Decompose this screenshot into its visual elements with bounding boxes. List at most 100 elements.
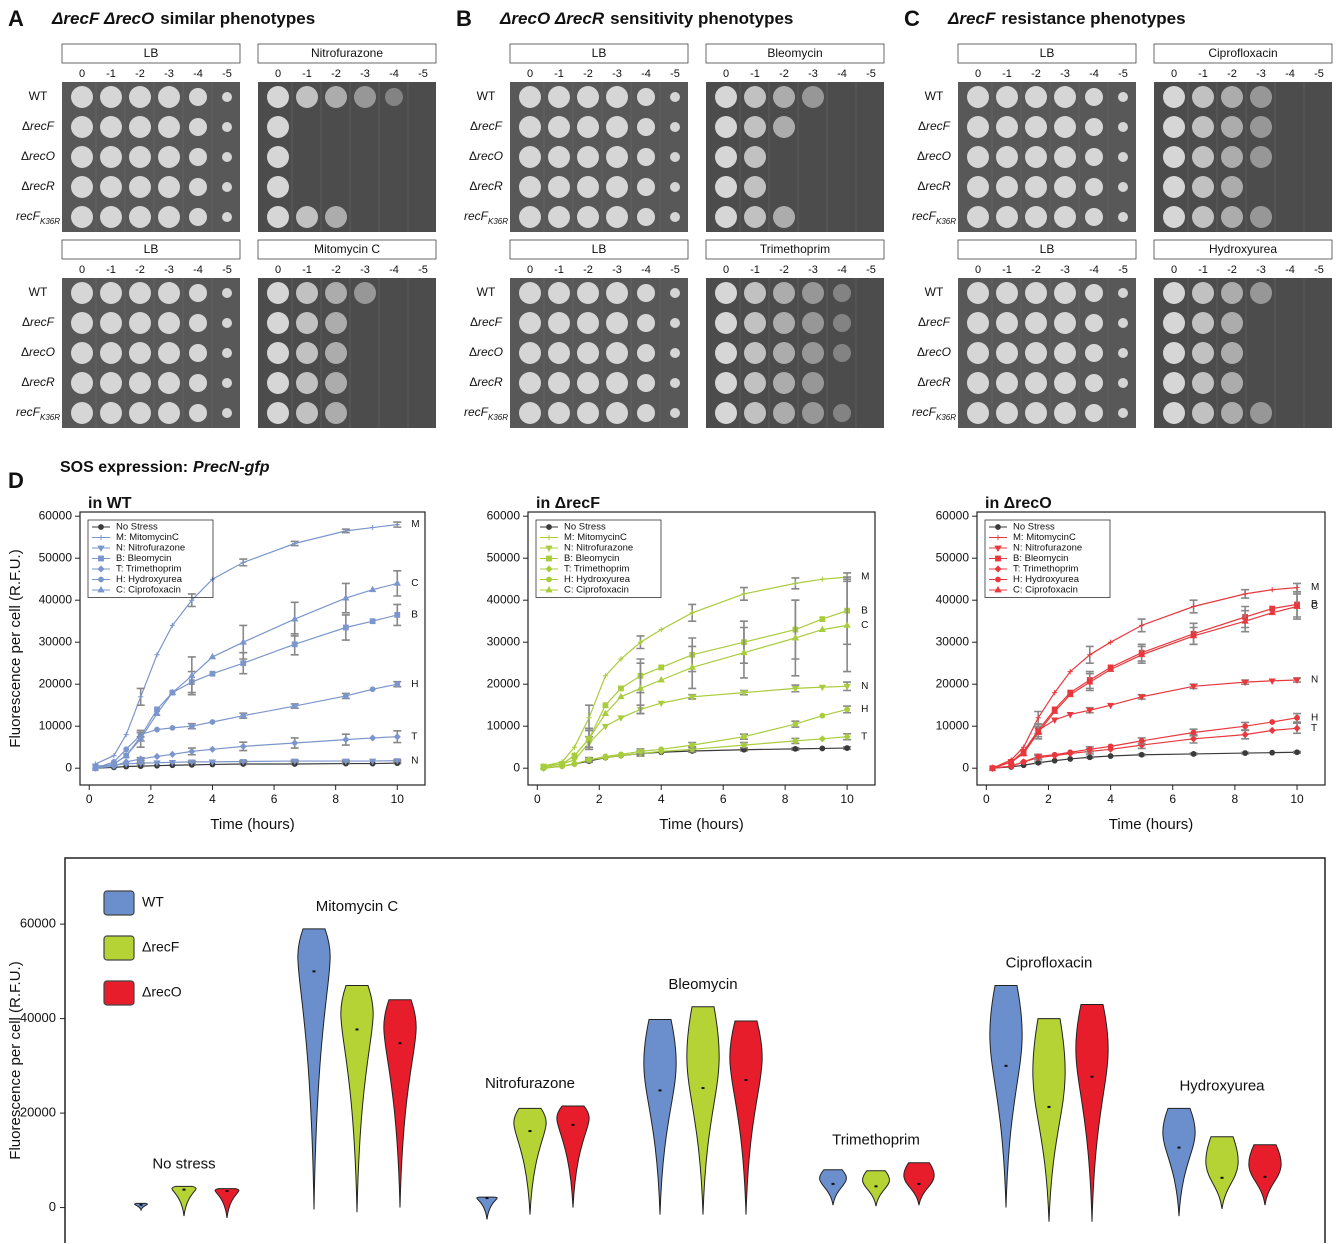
legend-label: M: MitomycinC [1013,532,1076,543]
data-point [618,686,623,691]
violin [557,1106,589,1208]
data-point [1139,752,1144,757]
strain-label: ΔrecF [918,119,951,133]
legend-marker [995,546,1001,551]
spot [548,282,570,304]
spot [637,118,655,136]
category-label: Bleomycin [668,976,737,993]
data-point [292,703,297,708]
end-label: N [411,755,418,766]
strain-label: ΔrecR [21,179,55,193]
median-dot [1264,1176,1267,1178]
violin [215,1189,239,1218]
dilution-label: -5 [866,264,876,276]
data-point [154,753,160,759]
data-point [241,713,246,718]
spot [577,282,599,304]
spot [1085,284,1103,302]
panel-title: ΔrecF ΔrecOsimilar phenotypes [51,9,315,28]
strain-label-part: Δ [917,149,925,163]
data-point [793,722,798,727]
legend-label: H: Hydroxyurea [116,574,183,585]
spot [637,344,655,362]
spot [773,282,795,304]
spot [267,206,289,228]
dilution-label: -3 [1256,264,1266,276]
dilution-label: -1 [106,264,116,276]
legend-label: M: MitomycinC [116,532,179,543]
data-point [209,746,215,752]
dilution-label: 0 [1171,264,1177,276]
spot [996,206,1018,228]
legend-label: ΔrecF [142,939,179,955]
spot [1085,374,1103,392]
strain-label-part: recR [925,375,951,389]
spot [519,206,541,228]
data-point [845,745,850,750]
plate-label: LB [144,242,159,256]
strain-label: ΔrecO [469,149,503,163]
spot [967,86,989,108]
spot [606,372,628,394]
spot [1221,116,1243,138]
data-point [189,724,194,729]
dilution-label: -5 [222,264,232,276]
spot [189,148,207,166]
data-point [1139,738,1144,743]
strain-label-part: Δ [918,315,926,329]
panel-title-part: ΔrecO ΔrecR [499,9,605,28]
spot [129,146,151,168]
strain-label-part: WT [29,89,48,103]
y-tick-label: 60000 [936,508,970,522]
spot [715,116,737,138]
spot [967,372,989,394]
spot [519,86,541,108]
y-tick-label: 20000 [39,676,73,690]
strain-label: recFK36R [16,405,60,421]
spot [670,378,680,388]
data-point [1270,719,1275,724]
legend-marker [98,535,103,540]
strain-label-part: Δ [470,119,478,133]
spot [158,176,180,198]
dilution-label: -1 [302,264,312,276]
median-dot [140,1204,143,1206]
data-point [1036,754,1041,759]
dilution-label: -2 [1031,264,1041,276]
legend-label: N: Nitrofurazone [1013,543,1082,554]
spot [100,176,122,198]
strain-label: ΔrecF [470,315,503,329]
strain-label-part: Δ [21,375,29,389]
spot [189,88,207,106]
strain-label-part: Δ [22,119,30,133]
dilution-label: -2 [1227,264,1237,276]
spot [744,402,766,424]
spot [189,284,207,302]
median-dot [226,1190,229,1192]
dilution-label: -4 [389,68,399,80]
x-tick-label: 2 [148,792,155,806]
section-title-part: SOS expression: [60,459,188,476]
spot [1221,372,1243,394]
dilution-label: -2 [779,264,789,276]
spot [71,206,93,228]
spot [325,402,347,424]
spot [1085,208,1103,226]
x-tick-label: 8 [1232,792,1239,806]
y-tick-label: 40000 [936,592,970,606]
spot [802,282,824,304]
spot [1192,86,1214,108]
end-label: T [861,731,867,742]
spot [548,176,570,198]
data-point [844,622,850,627]
spot [189,374,207,392]
dilution-label: 0 [723,68,729,80]
data-point [1108,744,1113,749]
dilution-label: -4 [641,264,651,276]
data-point [1087,747,1092,752]
spot [71,146,93,168]
spot [267,342,289,364]
strain-label-part: K36R [488,413,508,422]
strain-label: recFK36R [464,209,508,225]
legend-label: T: Trimethoprim [116,564,182,575]
